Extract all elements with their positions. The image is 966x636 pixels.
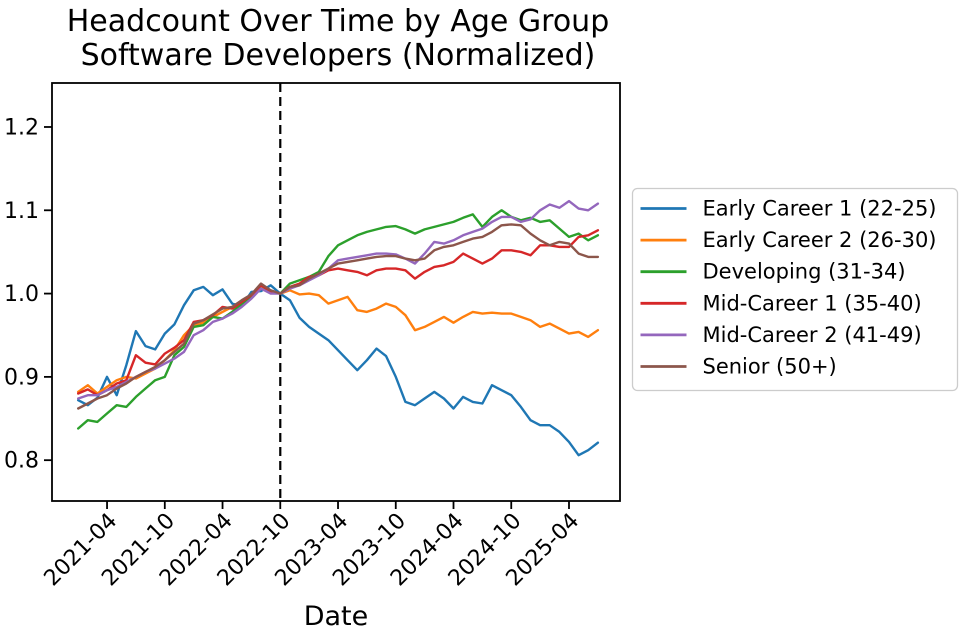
legend-label-mid-career-2-41-49: Mid-Career 2 (41-49) [703,323,922,347]
series-line-developing-31-34 [76,209,600,430]
y-tick-label: 0.9 [4,365,39,390]
legend-label-early-career-1-22-25: Early Career 1 (22-25) [703,197,937,221]
chart-title-line2: Software Developers (Normalized) [80,38,596,73]
x-axis-label: Date [304,601,369,632]
series-line-early-career-1-22-25 [76,284,600,457]
legend-label-developing-31-34: Developing (31-34) [703,260,906,284]
legend-box [631,187,959,392]
chart-title: Headcount Over Time by Age Group Softwar… [18,5,658,73]
chart-title-line1: Headcount Over Time by Age Group [66,4,610,39]
y-tick-label: 0.8 [4,449,39,474]
y-tick-label: 1.1 [4,199,39,224]
series-line-early-career-2-26-30 [76,285,600,395]
y-tick-label: 1.2 [4,115,39,140]
y-tick-label: 1.0 [4,282,39,307]
series-line-mid-career-2-41-49 [76,199,600,400]
plot-border [51,82,621,502]
series-line-mid-career-1-35-40 [76,229,600,397]
series-line-senior-50 [76,223,600,410]
legend-label-mid-career-1-35-40: Mid-Career 1 (35-40) [703,291,922,315]
legend-label-senior-50: Senior (50+) [703,355,837,379]
legend-label-early-career-2-26-30: Early Career 2 (26-30) [703,228,937,252]
